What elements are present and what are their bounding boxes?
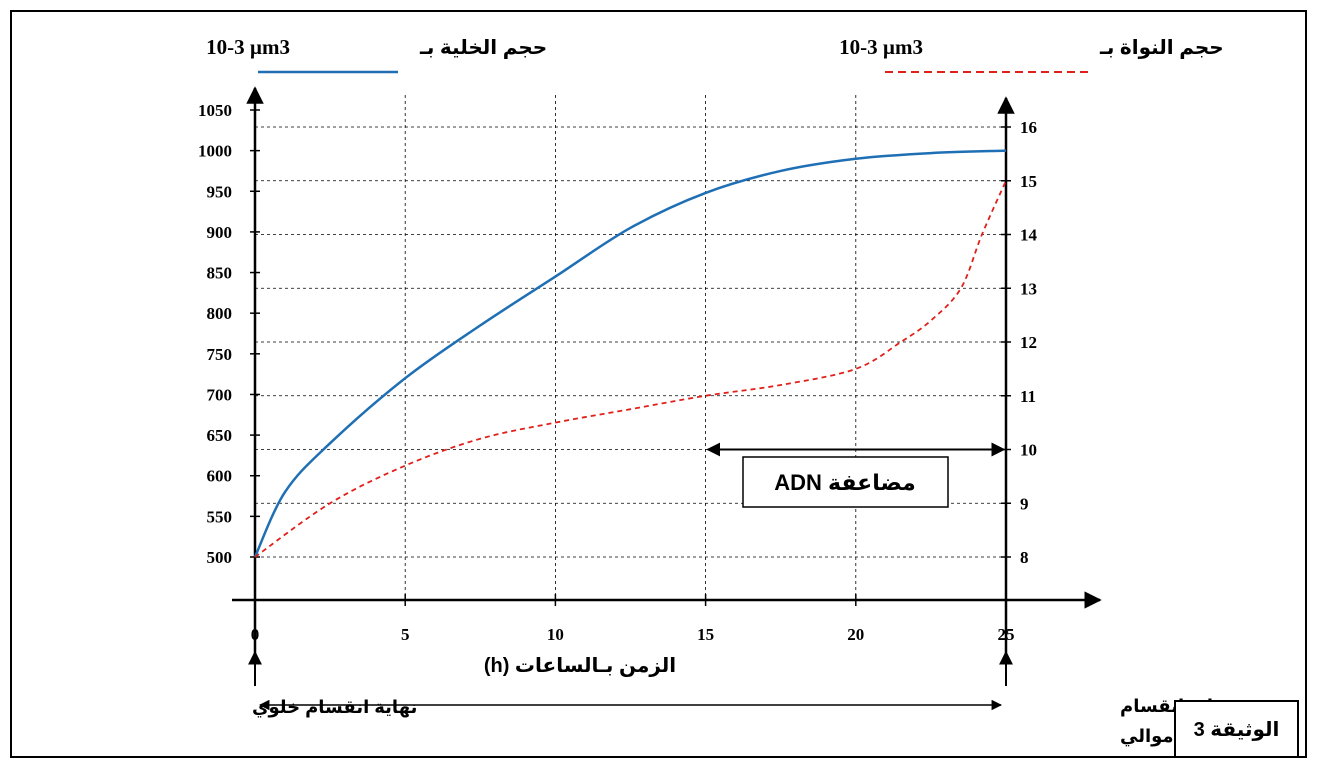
right-tick-label: 9 bbox=[1020, 494, 1029, 513]
document-frame bbox=[10, 10, 1307, 758]
x-tick-label: 20 bbox=[847, 625, 864, 644]
right-axis-label: حجم النواة بـ bbox=[1099, 37, 1224, 59]
left-tick-label: 800 bbox=[207, 304, 233, 323]
left-tick-label: 1050 bbox=[198, 101, 232, 120]
left-axis-unit: 10-3 µm3 bbox=[206, 35, 290, 59]
right-tick-label: 15 bbox=[1020, 172, 1037, 191]
left-tick-label: 700 bbox=[207, 385, 233, 404]
right-tick-label: 8 bbox=[1020, 548, 1029, 567]
right-tick-label: 12 bbox=[1020, 333, 1037, 352]
left-axis-label-text: حجم الخلية بـ bbox=[419, 37, 547, 59]
left-tick-label: 850 bbox=[207, 264, 233, 283]
start-division-label: نهاية انقسام خلوي bbox=[252, 697, 417, 718]
grid-lines bbox=[255, 95, 1006, 600]
right-tick-label: 10 bbox=[1020, 441, 1037, 460]
x-tick-label: 10 bbox=[547, 625, 564, 644]
left-tick-label: 1000 bbox=[198, 142, 232, 161]
axes bbox=[232, 86, 1102, 655]
right-axis-unit: 10-3 µm3 bbox=[839, 35, 923, 59]
right-tick-label: 11 bbox=[1020, 387, 1036, 406]
x-tick-label: 0 bbox=[251, 625, 260, 644]
data-series bbox=[253, 149, 1007, 558]
x-axis-label: الزمن بـالساعات (h) bbox=[484, 655, 676, 677]
x-tick-label: 15 bbox=[697, 625, 714, 644]
document-label: الوثيقة 3 bbox=[1193, 718, 1280, 741]
right-tick-label: 13 bbox=[1020, 279, 1037, 298]
annotations bbox=[248, 442, 1013, 711]
right-tick-label: 14 bbox=[1020, 226, 1038, 245]
document-number: الوثيقة 3 bbox=[1174, 700, 1299, 758]
adn-label: مضاعفة ADN bbox=[774, 470, 916, 495]
series-cell-volume bbox=[253, 149, 1007, 558]
left-tick-label: 900 bbox=[207, 223, 233, 242]
left-tick-label: 950 bbox=[207, 182, 233, 201]
left-axis-label: حجم الخلية بـ bbox=[419, 37, 547, 59]
series-nucleus-volume bbox=[254, 180, 1007, 558]
left-tick-label: 750 bbox=[207, 345, 233, 364]
left-tick-label: 600 bbox=[207, 467, 233, 486]
left-tick-label: 500 bbox=[207, 548, 233, 567]
adn-box bbox=[742, 456, 949, 508]
x-tick-label: 5 bbox=[401, 625, 410, 644]
x-tick-label: 25 bbox=[998, 625, 1015, 644]
left-tick-label: 550 bbox=[207, 507, 233, 526]
tick-labels: 5005506006507007508008509009501000105089… bbox=[198, 101, 1038, 644]
left-tick-label: 650 bbox=[207, 426, 233, 445]
right-axis-label-text: حجم النواة بـ bbox=[1099, 37, 1224, 59]
right-tick-label: 16 bbox=[1020, 118, 1037, 137]
